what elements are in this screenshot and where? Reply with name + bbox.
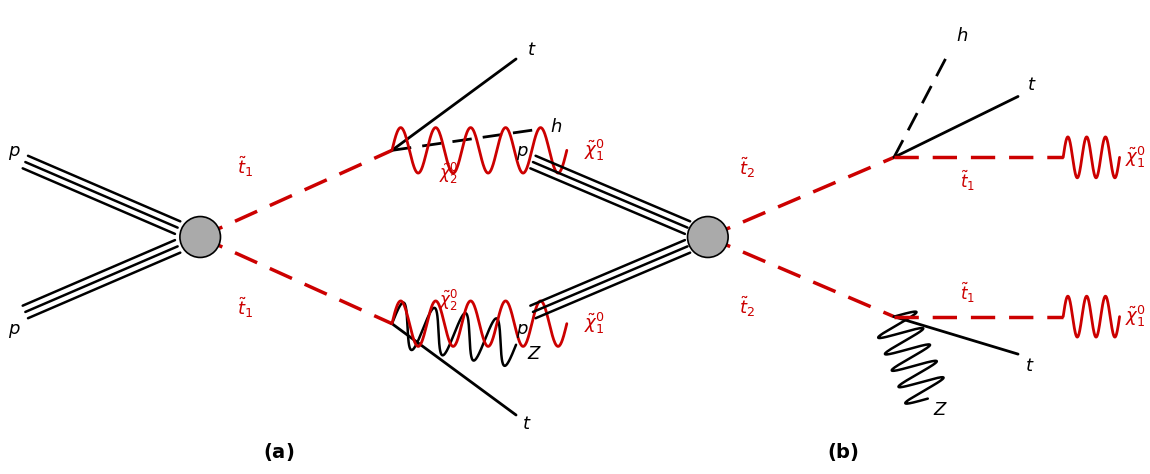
Text: $t$: $t$ xyxy=(1025,357,1034,375)
Text: $\tilde{t}_1$: $\tilde{t}_1$ xyxy=(237,295,253,319)
Text: $\tilde{\chi}_1^0$: $\tilde{\chi}_1^0$ xyxy=(1125,304,1147,329)
Text: $p$: $p$ xyxy=(516,144,529,162)
Text: $\tilde{\chi}_1^0$: $\tilde{\chi}_1^0$ xyxy=(584,138,605,163)
Text: $p$: $p$ xyxy=(8,322,21,340)
Text: $t$: $t$ xyxy=(1027,76,1036,94)
Text: $p$: $p$ xyxy=(516,322,529,340)
Ellipse shape xyxy=(688,217,728,257)
Text: $\tilde{\chi}_1^0$: $\tilde{\chi}_1^0$ xyxy=(584,311,605,336)
Text: $\tilde{t}_1$: $\tilde{t}_1$ xyxy=(960,169,975,193)
Text: $p$: $p$ xyxy=(8,144,21,162)
Text: $h$: $h$ xyxy=(550,118,562,136)
Text: $\tilde{t}_2$: $\tilde{t}_2$ xyxy=(739,294,756,319)
Text: $\tilde{\chi}_2^0$: $\tilde{\chi}_2^0$ xyxy=(438,288,458,313)
Text: $Z$: $Z$ xyxy=(528,345,543,363)
Text: $\tilde{t}_1$: $\tilde{t}_1$ xyxy=(960,281,975,305)
Text: $h$: $h$ xyxy=(956,27,968,45)
Text: $\mathbf{(b)}$: $\mathbf{(b)}$ xyxy=(827,441,859,464)
Text: $\tilde{t}_2$: $\tilde{t}_2$ xyxy=(739,155,756,180)
Text: $t$: $t$ xyxy=(528,41,537,59)
Text: $\tilde{\chi}_1^0$: $\tilde{\chi}_1^0$ xyxy=(1125,145,1147,170)
Text: $\tilde{\chi}_2^0$: $\tilde{\chi}_2^0$ xyxy=(438,161,458,186)
Text: $\tilde{t}_1$: $\tilde{t}_1$ xyxy=(237,155,253,179)
Ellipse shape xyxy=(179,217,221,257)
Text: $t$: $t$ xyxy=(522,415,531,433)
Text: $Z$: $Z$ xyxy=(934,401,949,419)
Text: $\mathbf{(a)}$: $\mathbf{(a)}$ xyxy=(263,441,294,464)
